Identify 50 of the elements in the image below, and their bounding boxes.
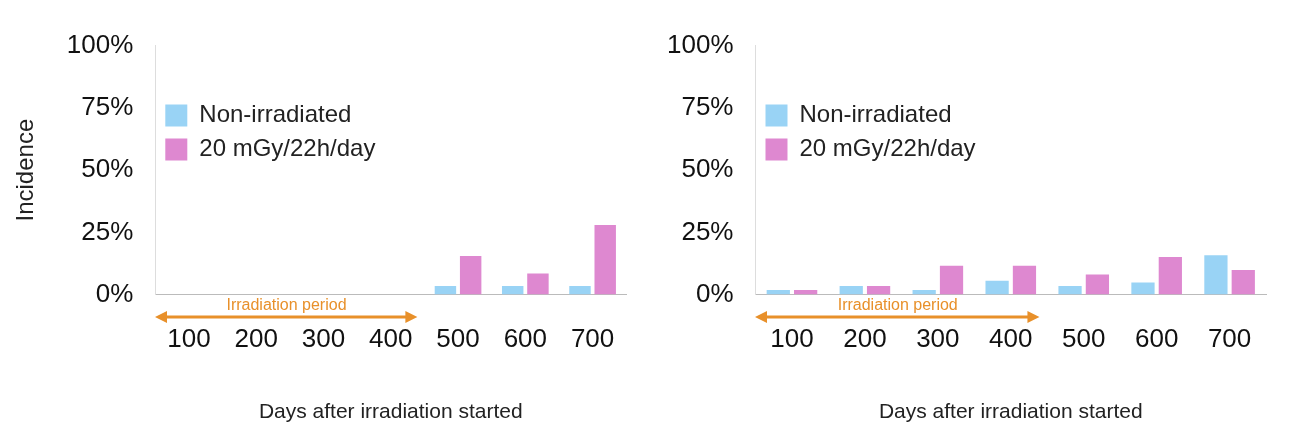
x-axis-title: Days after irradiation started	[258, 399, 523, 423]
legend-label: 20 mGy/22h/day	[799, 134, 976, 162]
legend-label: Non-irradiated	[199, 100, 352, 128]
bar	[527, 273, 549, 295]
x-tick-label: 100	[167, 323, 211, 354]
y-tick-label: 50%	[81, 153, 134, 184]
x-tick-label: 700	[570, 323, 615, 354]
y-tick-label: 25%	[81, 215, 134, 246]
x-tick-label: 600	[1134, 323, 1179, 354]
bar	[1204, 255, 1228, 295]
x-tick-label: 500	[1062, 323, 1106, 354]
y-axis-title: Incidence	[11, 118, 39, 222]
x-tick-label: 100	[770, 323, 814, 354]
y-tick-label: 0%	[95, 277, 134, 308]
y-tick-label: 50%	[681, 153, 734, 184]
bar	[985, 280, 1009, 295]
x-tick-label: 200	[843, 323, 887, 354]
y-tick-label: 25%	[681, 215, 734, 246]
y-tick-label: 75%	[81, 91, 134, 122]
bar	[839, 285, 863, 295]
bar	[939, 265, 964, 295]
y-tick-label: 100%	[667, 28, 734, 59]
bar	[1085, 274, 1110, 295]
y-tick-label: 75%	[681, 91, 734, 122]
bar	[1231, 269, 1255, 295]
bar	[1158, 257, 1182, 295]
bar	[501, 285, 524, 295]
text: Irradiation period	[837, 296, 958, 314]
legend-label: 20 mGy/22h/day	[199, 134, 376, 162]
x-tick-label: 400	[369, 323, 413, 354]
text: Irradiation period	[226, 296, 347, 314]
x-axis-title: Days after irradiation started	[878, 399, 1143, 423]
bar	[1131, 282, 1155, 295]
x-tick-label: 600	[503, 323, 548, 354]
x-tick-label: 500	[436, 323, 480, 354]
x-tick-label: 300	[916, 323, 960, 354]
y-tick-label: 100%	[66, 28, 134, 59]
bar	[594, 224, 616, 295]
bar	[434, 285, 457, 295]
bar	[569, 285, 591, 295]
x-tick-label: 400	[989, 323, 1033, 354]
bar	[1012, 265, 1037, 295]
bar	[1058, 285, 1082, 295]
x-tick-label: 300	[301, 323, 346, 354]
x-tick-label: 200	[234, 323, 278, 354]
bar	[459, 256, 482, 295]
legend-label: Non-irradiated	[799, 100, 952, 128]
bar	[866, 285, 891, 295]
y-tick-label: 0%	[695, 277, 734, 308]
x-tick-label: 700	[1207, 323, 1252, 354]
